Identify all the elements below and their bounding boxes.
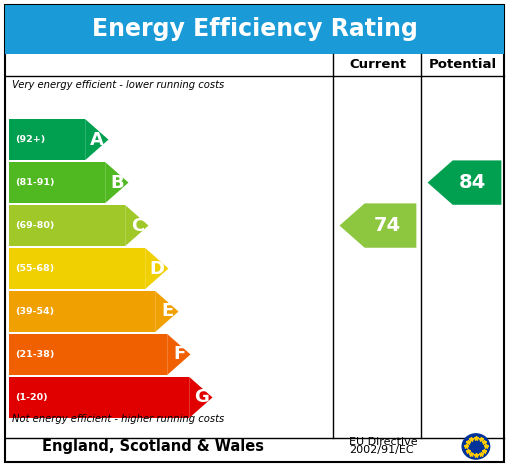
Polygon shape [125,205,149,246]
Text: Not energy efficient - higher running costs: Not energy efficient - higher running co… [12,414,224,424]
Text: 74: 74 [374,216,401,235]
Text: (55-68): (55-68) [15,264,54,273]
Text: Very energy efficient - lower running costs: Very energy efficient - lower running co… [12,80,224,90]
Text: Energy Efficiency Rating: Energy Efficiency Rating [92,17,417,41]
Polygon shape [167,334,190,375]
Text: C: C [131,217,144,234]
Text: F: F [173,346,185,363]
Bar [5,5,504,54]
Bar [9,377,189,418]
Bar [9,248,145,289]
Polygon shape [155,291,179,332]
Text: Current: Current [349,58,406,71]
Text: (92+): (92+) [15,135,45,144]
Text: (1-20): (1-20) [15,393,48,402]
Circle shape [462,434,490,459]
Bar [9,119,85,160]
Polygon shape [105,162,128,203]
Text: EU Directive: EU Directive [349,437,417,447]
Polygon shape [340,203,416,248]
Text: England, Scotland & Wales: England, Scotland & Wales [42,439,264,454]
Polygon shape [189,377,212,418]
Text: G: G [194,389,209,406]
Polygon shape [85,119,108,160]
Text: A: A [90,131,104,149]
Bar [9,205,125,246]
Bar [9,291,155,332]
Polygon shape [145,248,168,289]
Text: (39-54): (39-54) [15,307,54,316]
Text: 84: 84 [459,173,486,192]
Text: (21-38): (21-38) [15,350,54,359]
Text: 2002/91/EC: 2002/91/EC [349,445,413,455]
Text: (69-80): (69-80) [15,221,54,230]
Text: D: D [150,260,165,277]
Bar [9,334,167,375]
Text: B: B [110,174,124,191]
Bar [9,162,105,203]
Polygon shape [428,160,501,205]
Text: Potential: Potential [429,58,497,71]
Text: E: E [161,303,174,320]
Text: (81-91): (81-91) [15,178,55,187]
